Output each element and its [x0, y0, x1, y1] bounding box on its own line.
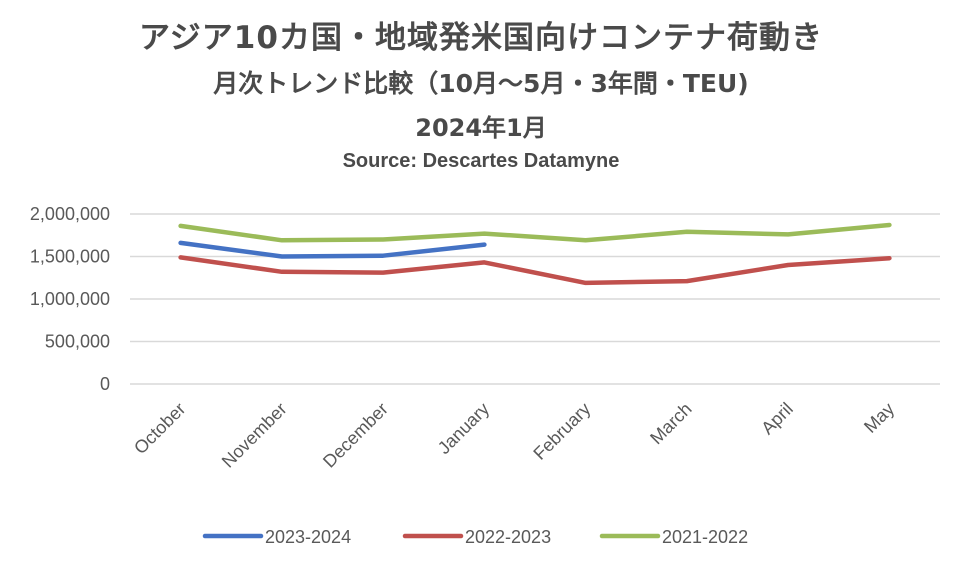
gridlines	[130, 213, 940, 385]
legend-label: 2021-2022	[662, 527, 748, 547]
chart-title: アジア10カ国・地域発米国向けコンテナ荷動き	[139, 20, 823, 56]
y-tick-label: 1,000,000	[30, 289, 110, 309]
series-line-2021-2022	[178, 222, 892, 243]
series-line-2023-2024	[178, 240, 487, 259]
chart-subtitle: 月次トレンド比較（10月～5月・3年間・TEU)	[213, 69, 749, 98]
series-lines	[178, 222, 892, 286]
series-line-2022-2023	[178, 255, 892, 286]
x-axis-ticks: October November December January February Ma…	[130, 399, 898, 472]
y-tick-label: 500,000	[45, 332, 110, 352]
x-tick-label: April	[757, 399, 797, 439]
y-tick-label: 2,000,000	[30, 204, 110, 224]
x-tick-label: February	[529, 399, 594, 464]
x-tick-label: March	[646, 399, 696, 449]
y-tick-label: 1,500,000	[30, 247, 110, 267]
x-tick-label: November	[218, 399, 291, 472]
y-tick-label: 0	[100, 374, 110, 394]
x-tick-label: October	[130, 399, 189, 458]
legend-label: 2022-2023	[465, 527, 551, 547]
chart-source: Source: Descartes Datamyne	[342, 150, 620, 172]
chart-date-label: 2024年1月	[415, 114, 547, 142]
x-tick-label: January	[434, 399, 493, 458]
y-axis-ticks: 0 500,000 1,000,000 1,500,000 2,000,000	[30, 204, 110, 394]
x-tick-label: December	[319, 399, 392, 472]
legend: 2023-2024 2022-2023 2021-2022	[202, 527, 748, 547]
legend-label: 2023-2024	[265, 527, 351, 547]
x-tick-label: May	[860, 399, 898, 437]
